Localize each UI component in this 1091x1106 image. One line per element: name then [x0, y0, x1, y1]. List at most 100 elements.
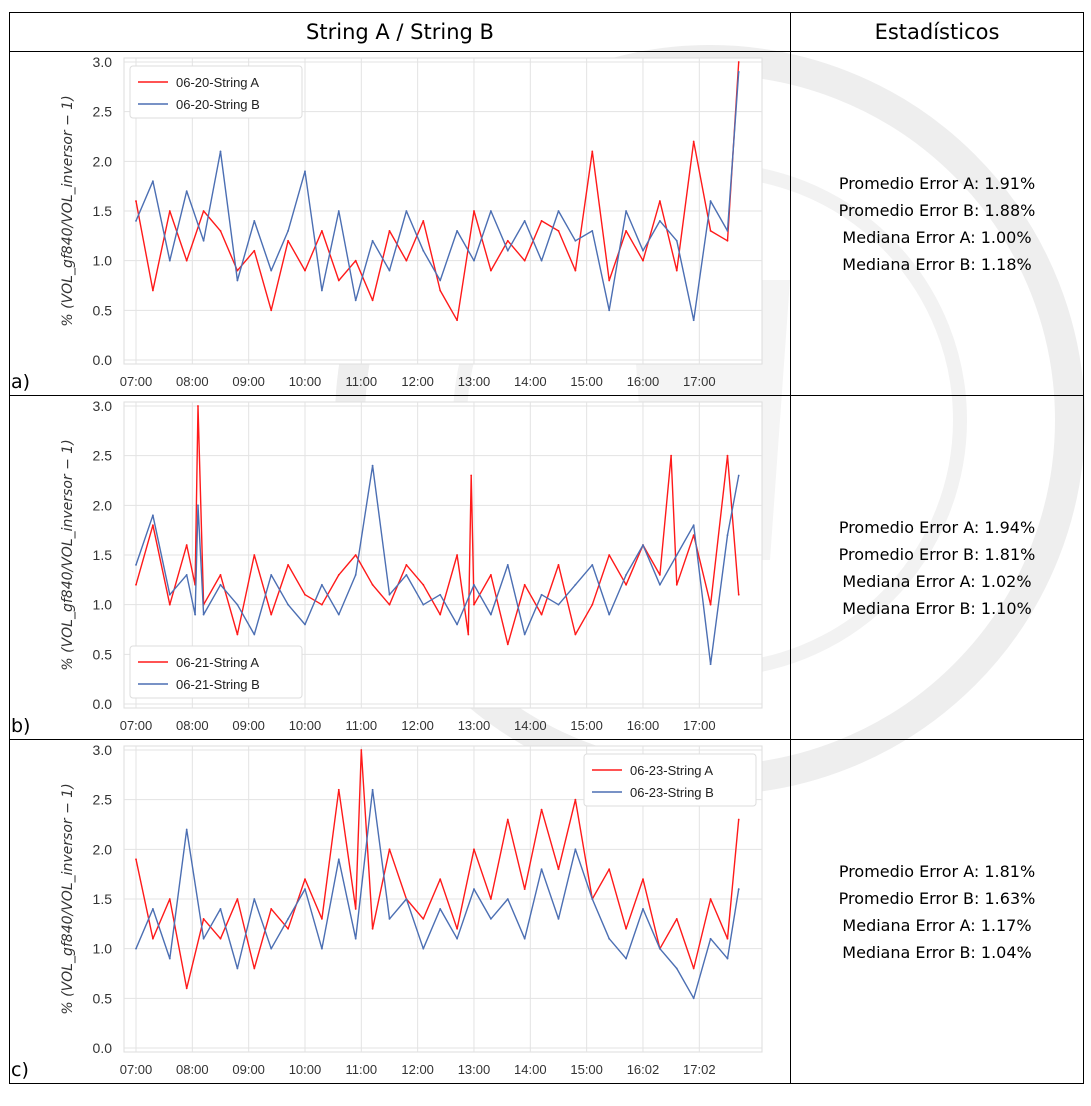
data-point [625, 573, 627, 576]
data-point [185, 190, 188, 193]
data-point [304, 269, 306, 272]
data-point [320, 583, 323, 586]
data-point [574, 633, 577, 636]
panel-label-a: a) [11, 371, 31, 393]
legend-label-a: 06-23-String A [630, 763, 713, 778]
x-tick-label: 17:02 [683, 1062, 716, 1077]
data-point [489, 210, 492, 212]
x-tick-label: 14:00 [514, 1062, 547, 1077]
legend-label-a: 06-20-String A [176, 75, 259, 90]
data-point [675, 554, 678, 556]
data-point [405, 259, 408, 262]
data-point [608, 868, 611, 871]
x-tick-label: 10:00 [289, 718, 322, 733]
chart-cell-b: 0.0 0.5 1.0 1.5 2.0 2.5 3.0 07:00 08:00 09:00 10:0… [9, 395, 791, 740]
x-tick-label: 14:00 [514, 718, 547, 733]
data-point [371, 788, 374, 791]
x-tick-label: 10:00 [289, 374, 322, 389]
data-point [670, 454, 673, 457]
data-point [625, 957, 627, 960]
x-tick-label: 17:00 [683, 718, 716, 733]
data-point [540, 259, 543, 262]
x-tick-label: 12:00 [401, 1062, 434, 1077]
data-point [202, 917, 205, 920]
data-point [540, 220, 543, 222]
data-point [658, 583, 661, 586]
data-point [439, 289, 442, 292]
median-error-a: Mediana Error A: 1.00% [842, 227, 1032, 247]
data-point [371, 927, 374, 930]
x-tick-label: 07:00 [120, 1062, 153, 1077]
data-point [219, 937, 222, 940]
data-point [371, 299, 374, 302]
data-point [591, 603, 594, 606]
data-point [270, 613, 273, 616]
data-point [253, 554, 256, 556]
data-point [320, 229, 323, 232]
data-point [473, 603, 475, 606]
data-point [202, 239, 205, 242]
data-point [135, 858, 137, 861]
data-point [557, 564, 560, 566]
legend: 06-20-String A 06-20-String B [129, 65, 303, 119]
data-point [489, 898, 492, 900]
x-tick-label: 07:00 [120, 374, 153, 389]
data-point [337, 788, 340, 791]
data-point [219, 573, 222, 576]
data-point [253, 249, 256, 252]
legend: 06-21-String A 06-21-String B [129, 645, 303, 699]
data-point [675, 269, 678, 272]
x-tick-label: 08:00 [176, 374, 209, 389]
y-axis-label: % (VOL_gf840/VOL_inversor − 1) [60, 783, 76, 1014]
data-point [591, 898, 594, 900]
data-point [608, 309, 611, 312]
data-point [253, 898, 256, 900]
data-point [320, 289, 323, 292]
y-axis-label: % (VOL_gf840/VOL_inversor − 1) [60, 439, 76, 670]
data-point [168, 210, 171, 212]
data-point [473, 583, 475, 586]
header-statistics: Estadísticos [790, 12, 1084, 52]
data-point [726, 239, 729, 242]
data-point [287, 927, 289, 930]
data-point [371, 583, 374, 586]
data-point [523, 220, 526, 222]
data-point [236, 633, 239, 636]
chart-cell-c: 0.0 0.5 1.0 1.5 2.0 2.5 3.0 07:00 08:00 09:00 10:0… [9, 739, 791, 1084]
mean-error-a: Promedio Error A: 1.94% [838, 517, 1036, 537]
data-point [726, 454, 729, 457]
chart-cell-a: 0.0 0.5 1.0 1.5 2.0 2.5 3.0 07:00 08:00 09:00 10:0… [9, 51, 791, 396]
data-point [642, 908, 644, 910]
y-tick-label: 2.0 [93, 153, 113, 169]
data-point [658, 947, 661, 950]
data-point [168, 593, 171, 596]
data-point [692, 140, 695, 143]
y-tick-label: 0.5 [93, 990, 113, 1006]
data-point [304, 623, 306, 626]
data-point [737, 61, 740, 63]
x-tick-label: 10:00 [289, 1062, 322, 1077]
x-tick-label: 09:00 [232, 1062, 265, 1077]
y-tick-label: 2.0 [93, 841, 113, 857]
x-tick-label: 11:00 [346, 1062, 378, 1077]
data-point [270, 947, 273, 950]
y-tick-label: 1.5 [93, 547, 113, 563]
data-point [287, 917, 289, 920]
x-tick-label: 13:00 [458, 1062, 491, 1077]
data-point [737, 818, 740, 821]
legend-box [583, 753, 757, 807]
data-point [439, 908, 442, 910]
legend-label-b: 06-23-String B [630, 785, 714, 800]
x-tick-label: 15:00 [570, 718, 603, 733]
y-tick-label: 1.0 [93, 941, 113, 957]
x-tick-label: 13:00 [458, 718, 491, 733]
x-tick-label: 16:00 [627, 374, 660, 389]
data-point [473, 259, 475, 262]
stats-cell-c: Promedio Error A: 1.81% Promedio Error B… [790, 739, 1084, 1084]
data-point [388, 229, 391, 232]
data-point [540, 868, 543, 871]
data-point [439, 613, 442, 616]
data-point [456, 319, 458, 322]
data-point [709, 603, 712, 606]
median-error-b: Mediana Error B: 1.04% [842, 942, 1032, 962]
